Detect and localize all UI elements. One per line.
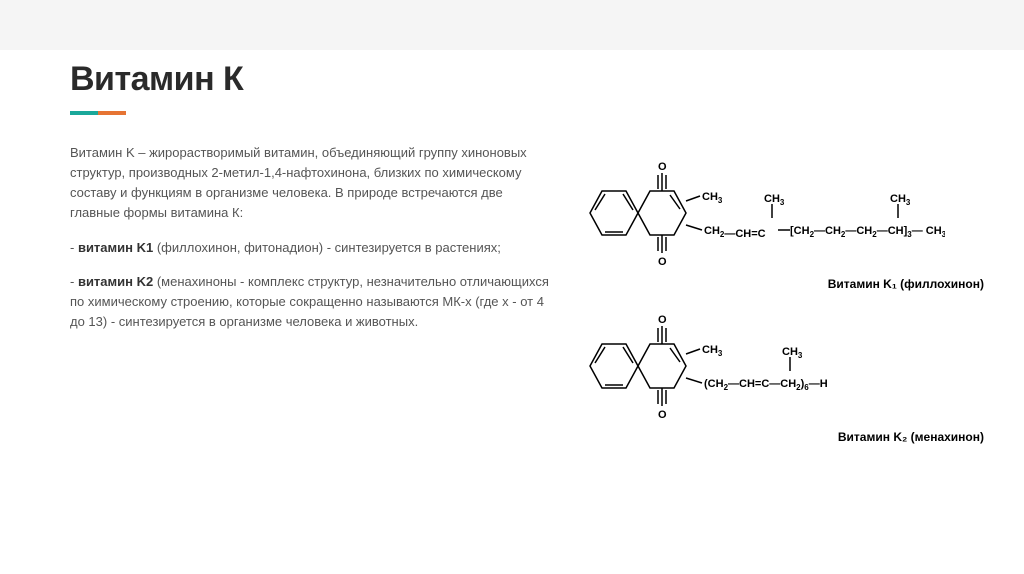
bullet-k2: - витамин K2 (менахиноны - комплекс стру… <box>70 272 550 332</box>
intro-paragraph: Витамин K – жирорастворимый витамин, объ… <box>70 143 550 224</box>
svg-text:CH3: CH3 <box>890 193 911 207</box>
svg-text:CH3: CH3 <box>782 346 803 360</box>
page-title: Витамин К <box>70 60 984 99</box>
svg-text:O: O <box>658 409 667 421</box>
bullet-k1-bold: витамин K1 <box>78 240 153 255</box>
svg-text:[CH2—CH2—CH2—CH]3— CH3: [CH2—CH2—CH2—CH]3— CH3 <box>790 225 945 239</box>
svg-text:CH3: CH3 <box>702 344 723 358</box>
underline-orange <box>98 111 126 115</box>
structure-k2-svg: O O CH3 (CH2—CH=C—CH2)6—H CH3 <box>580 311 945 421</box>
svg-text:O: O <box>658 256 667 268</box>
chemistry-column: O O CH3 CH2—CH=C CH3 [CH2—CH2—CH2—CH]3— … <box>580 143 984 444</box>
slide-content: Витамин К Витамин K – жирорастворимый ви… <box>70 60 984 444</box>
svg-text:(CH2—CH=C—CH2)6—H: (CH2—CH=C—CH2)6—H <box>704 378 828 392</box>
svg-text:O: O <box>658 314 667 326</box>
bullet-k1-rest: (филлохинон, фитонадион) - синтезируется… <box>153 240 501 255</box>
underline-teal <box>70 111 98 115</box>
body-row: Витамин K – жирорастворимый витамин, объ… <box>70 143 984 444</box>
structure-k2-block: O O CH3 (CH2—CH=C—CH2)6—H CH3 Витамин K₂… <box>580 311 984 444</box>
top-banner <box>0 0 1024 50</box>
bullet-k2-bold: витамин K2 <box>78 274 153 289</box>
title-underline <box>70 111 126 115</box>
svg-text:CH2—CH=C: CH2—CH=C <box>704 225 766 240</box>
bullet-k1: - витамин K1 (филлохинон, фитонадион) - … <box>70 238 550 258</box>
svg-text:O: O <box>658 161 667 173</box>
structure-k1-svg: O O CH3 CH2—CH=C CH3 [CH2—CH2—CH2—CH]3— … <box>580 158 945 268</box>
structure-k1-block: O O CH3 CH2—CH=C CH3 [CH2—CH2—CH2—CH]3— … <box>580 158 984 291</box>
structure-k2-caption: Витамин K₂ (менахинон) <box>580 430 984 444</box>
text-column: Витамин K – жирорастворимый витамин, объ… <box>70 143 550 444</box>
svg-text:CH3: CH3 <box>764 193 785 207</box>
structure-k1-caption: Витамин K₁ (филлохинон) <box>580 277 984 291</box>
svg-text:CH3: CH3 <box>702 191 723 205</box>
